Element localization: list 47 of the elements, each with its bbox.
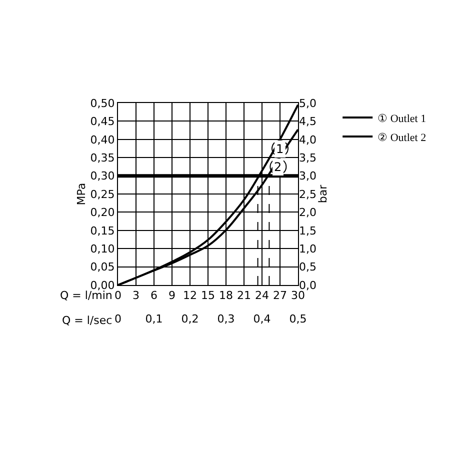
x-tick-label: 12 [183, 289, 197, 302]
x-tick-label: 27 [273, 289, 287, 302]
annotation: 1 [276, 142, 284, 156]
y2-tick-label: 1,0 [299, 242, 316, 256]
y2-tick-label: 5,0 [299, 96, 316, 110]
y2-tick-label: 4,5 [299, 115, 316, 128]
x-tick-label: 30 [291, 289, 305, 302]
y-tick-label: 0,35 [90, 151, 115, 164]
x-tick-label: 24 [255, 289, 269, 302]
y-tick-label: 0,45 [90, 115, 115, 128]
y2-tick-label: 2,0 [299, 206, 316, 220]
x-tick-label: 3 [132, 289, 140, 302]
x-tick-label: 0 [114, 289, 122, 302]
x-tick-label: 9 [168, 289, 176, 302]
x2-tick-label: 0,4 [253, 312, 271, 326]
x2-tick-label: 0,5 [289, 312, 307, 326]
y-tick-label: 0,40 [90, 133, 115, 146]
y2-axis-title: bar [316, 184, 330, 204]
y2-tick-label: 2,5 [299, 188, 316, 201]
x-axis-title: Q = l/min [60, 289, 112, 302]
y2-tick-label: 4,0 [299, 133, 316, 146]
x2-axis-title: Q = l/sec [62, 314, 112, 327]
x-tick-label: 21 [237, 289, 251, 302]
y-tick-label: 0,15 [90, 224, 115, 238]
y-axis-title: MPa [74, 182, 88, 206]
y-tick-label: 0,00 [90, 278, 115, 292]
y-tick-label: 0,25 [90, 188, 115, 201]
y2-tick-label: 3,5 [299, 151, 316, 164]
x-tick-label: 15 [201, 289, 215, 302]
y2-tick-label: 0,0 [299, 278, 316, 292]
y-tick-label: 0,05 [90, 260, 115, 274]
y2-tick-label: 3,0 [299, 170, 316, 183]
y2-tick-label: 0,5 [299, 260, 316, 274]
legend-label: ① Outlet 1 [378, 112, 426, 125]
x2-tick-label: 0,1 [145, 312, 163, 326]
annotation: 2 [274, 160, 282, 174]
x-tick-label: 18 [219, 289, 233, 302]
x2-tick-label: 0,2 [181, 312, 199, 326]
legend-label: ② Outlet 2 [378, 132, 426, 144]
y-tick-label: 0,10 [90, 242, 115, 256]
y-tick-label: 0,30 [90, 170, 115, 183]
x-tick-label: 6 [150, 289, 158, 302]
x2-tick-label: 0,3 [217, 312, 235, 326]
y-tick-label: 0,20 [90, 206, 115, 220]
y2-tick-label: 1,5 [299, 224, 316, 238]
y-tick-label: 0,50 [90, 96, 115, 110]
x2-tick-label: 0 [114, 312, 122, 326]
